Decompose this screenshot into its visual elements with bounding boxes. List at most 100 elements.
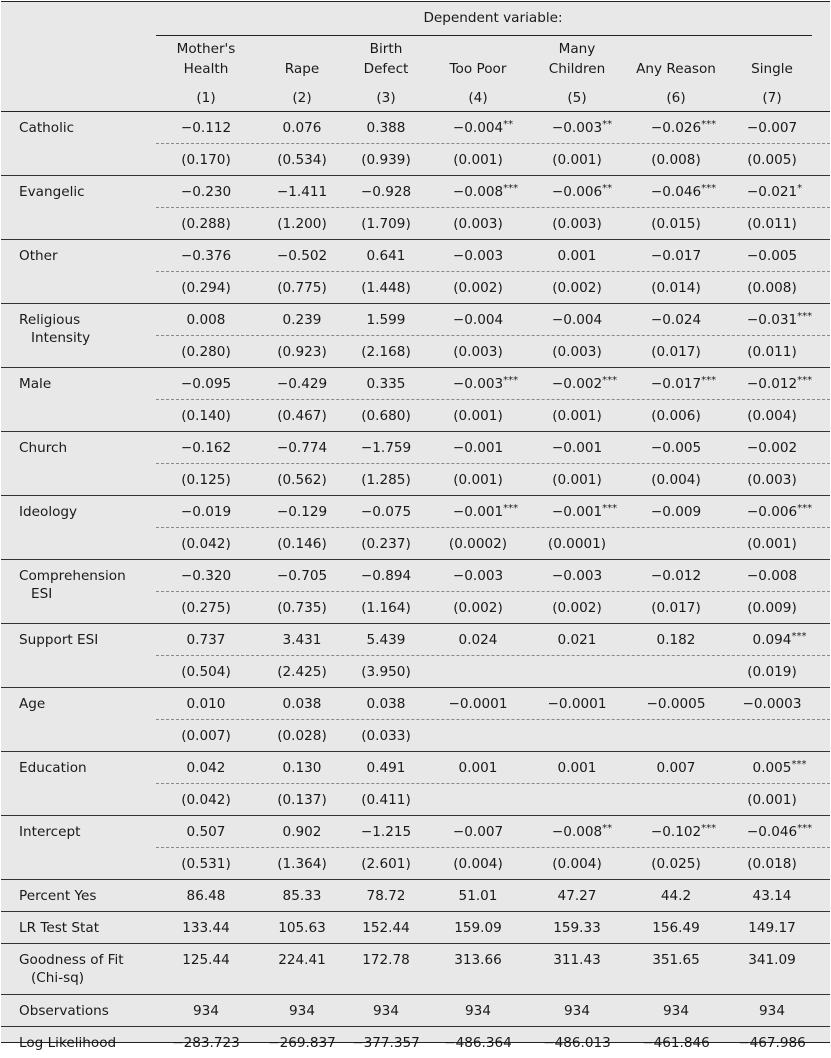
column-header-4: Too Poor xyxy=(449,61,507,77)
statistic-value: 934 xyxy=(663,1003,689,1019)
column-number-3: (3) xyxy=(376,90,396,106)
standard-error-cell: (0.140) xyxy=(181,408,231,424)
coefficient-cell: −0.502 xyxy=(277,247,327,265)
significance-stars: ** xyxy=(602,119,613,130)
standard-error-row: (0.280) (0.923) (2.168) (0.003) (0.003) (0.01… xyxy=(1,336,830,367)
coefficient-value: −0.002 xyxy=(551,376,603,392)
standard-error-cell: (0.003) xyxy=(552,216,602,232)
row-label: Ideology xyxy=(19,503,77,521)
row-label: Catholic xyxy=(19,119,74,137)
coefficient-value: −0.894 xyxy=(360,568,412,584)
significance-stars: *** xyxy=(701,119,717,130)
row-label-line1: Support ESI xyxy=(19,632,99,648)
coefficient-cell: −0.001 *** xyxy=(552,503,617,521)
column-header-7: Single xyxy=(751,61,793,77)
coefficient-value: −0.001 xyxy=(551,440,603,456)
row-label-line2: Intensity xyxy=(31,330,91,346)
coefficient-value: 3.431 xyxy=(282,632,322,648)
coefficient-value: −0.019 xyxy=(180,504,232,520)
row-label: Other xyxy=(19,247,58,265)
coefficient-cell: −0.112 xyxy=(181,119,231,137)
coefficient-cell: −0.003 xyxy=(552,567,602,585)
statistic-value: 934 xyxy=(373,1003,399,1019)
standard-error-cell: (0.003) xyxy=(552,344,602,360)
coefficient-value: −0.026 xyxy=(650,120,702,136)
standard-error-cell: (2.601) xyxy=(361,856,411,872)
column-header-1: Mother's Health xyxy=(176,41,236,77)
coefficient-cell: 5.439 xyxy=(367,631,406,649)
coefficient-value: 0.239 xyxy=(282,312,322,328)
row-label: Comprehension ESI xyxy=(19,567,126,603)
row-label: LR Test Stat xyxy=(19,919,99,937)
coefficient-value: 0.388 xyxy=(366,120,406,136)
significance-stars: *** xyxy=(797,823,813,834)
coefficient-cell: −0.320 xyxy=(181,567,231,585)
coefficient-cell: 0.182 xyxy=(657,631,696,649)
significance-stars: *** xyxy=(797,375,813,386)
standard-error-cell: (0.775) xyxy=(277,280,327,296)
statistic-value: 172.78 xyxy=(362,952,410,968)
variable-group: Ideology −0.019 −0.129 −0.075 −0.001 *** −0.00… xyxy=(1,496,830,560)
standard-error-cell: (0.042) xyxy=(181,536,231,552)
statistic-value: 224.41 xyxy=(278,952,326,968)
standard-error-cell: (0.004) xyxy=(651,472,701,488)
statistic-value: 78.72 xyxy=(366,888,406,904)
coefficient-cell: −0.075 xyxy=(361,503,411,521)
coefficient-value: 0.182 xyxy=(656,632,696,648)
coefficient-value: 1.599 xyxy=(366,312,406,328)
standard-error-cell: (0.137) xyxy=(277,792,327,808)
coefficient-cell: 0.641 xyxy=(367,247,406,265)
coefficient-cell: −0.005 xyxy=(747,247,797,265)
coefficient-cell: −0.0001 xyxy=(548,695,607,713)
standard-error-cell: (0.009) xyxy=(747,600,797,616)
standard-error-cell: (0.411) xyxy=(361,792,411,808)
coefficient-value: 0.008 xyxy=(186,312,226,328)
coefficient-value: −0.017 xyxy=(650,248,702,264)
coefficient-value: 0.042 xyxy=(186,760,226,776)
standard-error-cell: (0.562) xyxy=(277,472,327,488)
standard-error-row: (0.007) (0.028) (0.033) xyxy=(1,720,830,751)
row-label-line1: Log Likelihood xyxy=(19,1035,117,1051)
coefficient-cell: 0.038 xyxy=(283,695,322,713)
coefficient-cell: −0.0005 xyxy=(647,695,706,713)
standard-error-cell: (0.001) xyxy=(552,152,602,168)
coefficient-value: −0.004 xyxy=(452,312,504,328)
statistics-line: Goodness of Fit (Chi-sq) 125.44 224.41 172.7… xyxy=(1,944,830,994)
coefficient-value: −0.320 xyxy=(180,568,232,584)
statistics-row: LR Test Stat 133.44 105.63 152.44 159.09 159.… xyxy=(1,912,830,944)
standard-error-cell: (0.019) xyxy=(747,664,797,680)
variable-group: Catholic −0.112 0.076 0.388 −0.004 ** −0.003 **… xyxy=(1,112,830,176)
statistic-value: 133.44 xyxy=(182,920,230,936)
coefficient-cell: −0.001 xyxy=(453,439,503,457)
coefficient-value: −0.001 xyxy=(452,440,504,456)
coefficient-value: −0.502 xyxy=(276,248,328,264)
statistic-value: 351.65 xyxy=(652,952,700,968)
coefficient-value: 0.005 xyxy=(752,760,792,776)
coefficient-cell: 0.042 xyxy=(187,759,226,777)
coefficient-cell: −0.0003 xyxy=(743,695,802,713)
coefficient-value: −0.008 xyxy=(452,184,504,200)
coefficient-cell: −0.003 xyxy=(453,247,503,265)
standard-error-cell: (0.004) xyxy=(747,408,797,424)
statistic-value: 149.17 xyxy=(748,920,796,936)
standard-error-row: (0.294) (0.775) (1.448) (0.002) (0.002) (0.01… xyxy=(1,272,830,303)
column-number-2: (2) xyxy=(292,90,312,106)
standard-error-cell: (0.001) xyxy=(453,408,503,424)
column-number-5: (5) xyxy=(567,90,587,106)
statistic-value: 934 xyxy=(564,1003,590,1019)
coefficient-cell: −0.019 xyxy=(181,503,231,521)
row-label-line1: Goodness of Fit xyxy=(19,952,124,968)
significance-stars: ** xyxy=(503,119,514,130)
coefficient-cell: −0.003 *** xyxy=(453,375,518,393)
variable-group: Intercept 0.507 0.902 −1.215 −0.007 −0.008 ** −… xyxy=(1,816,830,880)
standard-error-cell: (3.950) xyxy=(361,664,411,680)
row-label-line1: LR Test Stat xyxy=(19,920,100,936)
standard-error-cell: (0.504) xyxy=(181,664,231,680)
coefficient-cell: −0.006 *** xyxy=(747,503,812,521)
statistics-row: Percent Yes 86.48 85.33 78.72 51.01 47.27 44.2… xyxy=(1,880,830,912)
coefficient-value: −0.075 xyxy=(360,504,412,520)
standard-error-cell: (0.006) xyxy=(651,408,701,424)
row-label-line2: ESI xyxy=(31,586,53,602)
coefficient-value: 0.641 xyxy=(366,248,406,264)
coefficient-cell: −0.0001 xyxy=(449,695,508,713)
